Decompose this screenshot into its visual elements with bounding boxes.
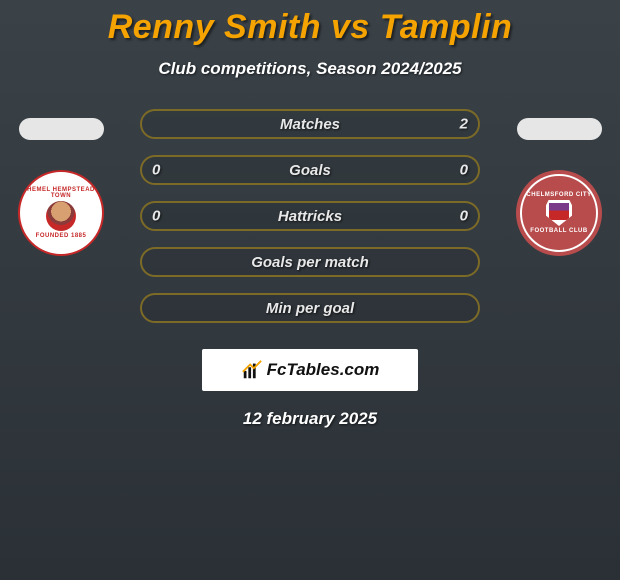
stat-right-value: 2 xyxy=(460,116,468,133)
stat-left-value: 0 xyxy=(152,208,160,225)
stats-container: Matches 2 0 Goals 0 0 Hattricks 0 Goals … xyxy=(0,109,620,323)
stat-right-value: 0 xyxy=(460,208,468,225)
stat-row: Goals per match xyxy=(140,247,480,277)
brand-badge: FcTables.com xyxy=(202,349,418,391)
stat-row: 0 Goals 0 xyxy=(140,155,480,185)
stat-row: 0 Hattricks 0 xyxy=(140,201,480,231)
stats-list: Matches 2 0 Goals 0 0 Hattricks 0 Goals … xyxy=(140,109,480,323)
stat-row: Matches 2 xyxy=(140,109,480,139)
stat-label: Hattricks xyxy=(278,208,342,225)
stat-left-value: 0 xyxy=(152,162,160,179)
stat-label: Goals per match xyxy=(251,254,369,271)
bar-chart-icon xyxy=(241,359,263,381)
brand-label: FcTables.com xyxy=(267,360,380,380)
stat-label: Matches xyxy=(280,116,340,133)
stat-label: Min per goal xyxy=(266,300,354,317)
page-title: Renny Smith vs Tamplin xyxy=(0,0,620,47)
stat-right-value: 0 xyxy=(460,162,468,179)
date-label: 12 february 2025 xyxy=(0,409,620,429)
page-subtitle: Club competitions, Season 2024/2025 xyxy=(0,59,620,79)
stat-row: Min per goal xyxy=(140,293,480,323)
stat-label: Goals xyxy=(289,162,331,179)
